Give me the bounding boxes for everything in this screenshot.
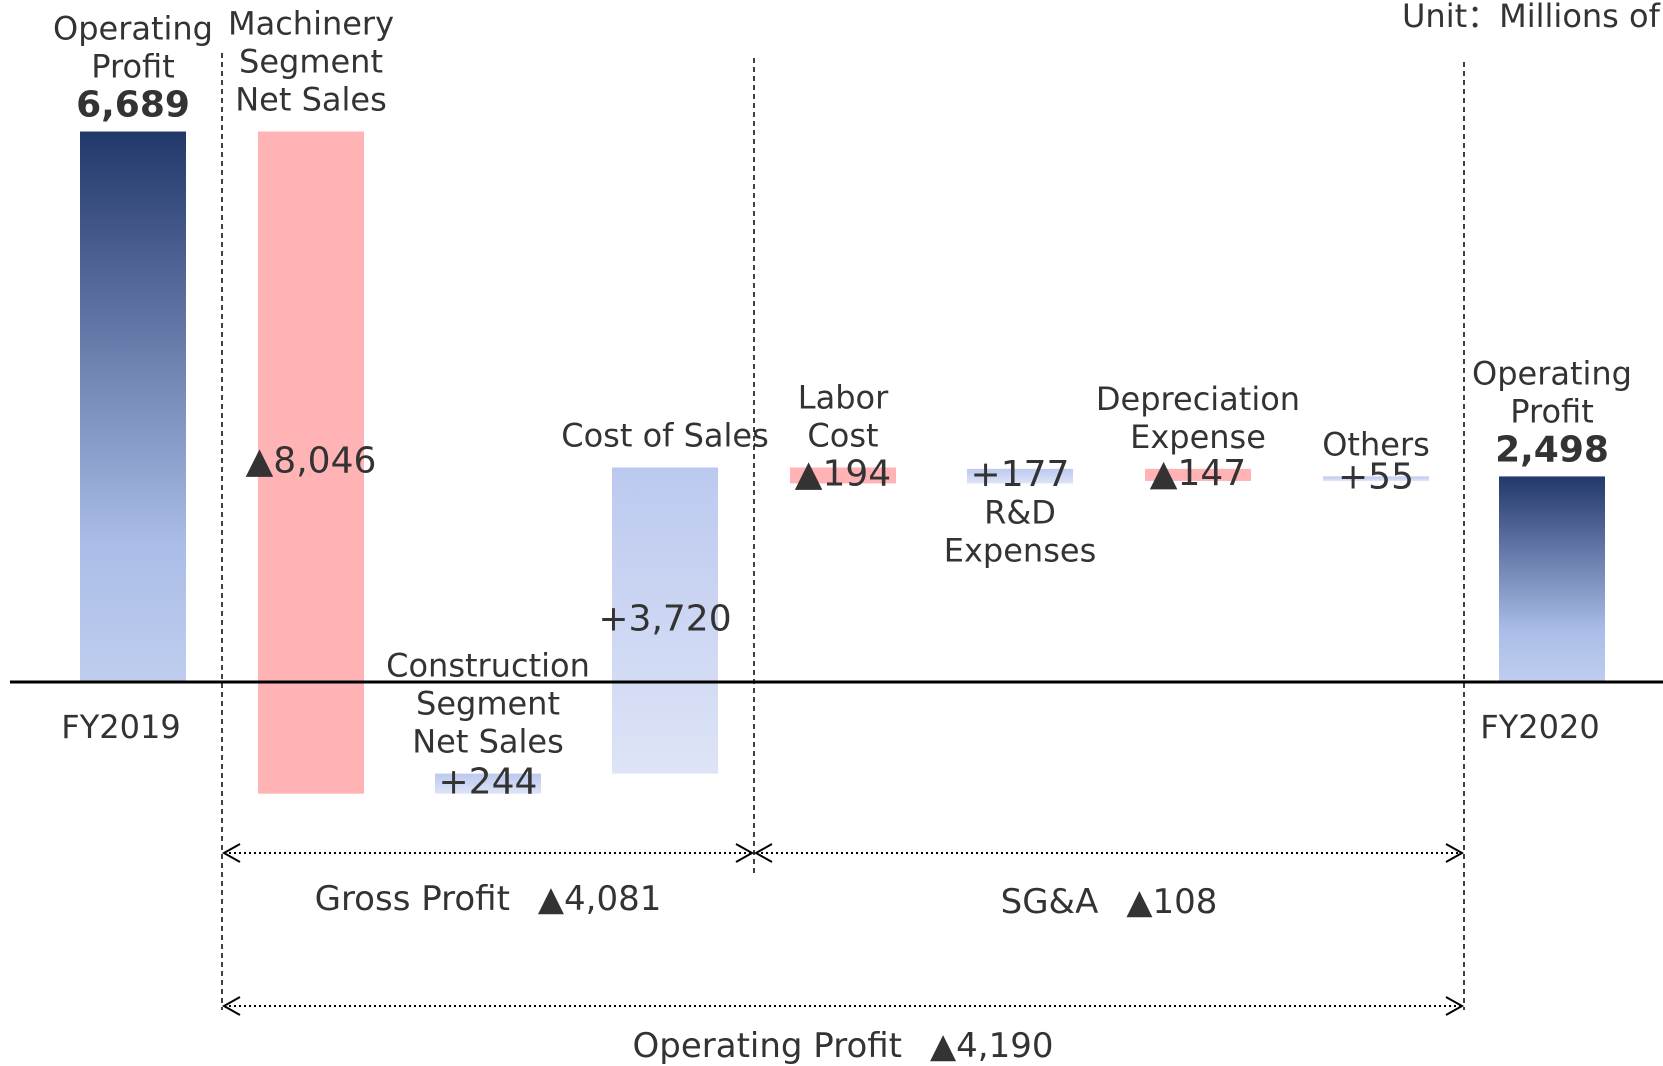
category-label: Operating Profit bbox=[1472, 354, 1632, 430]
value-label: ▲147 bbox=[1150, 453, 1246, 494]
value-label: +55 bbox=[1338, 457, 1414, 498]
period-label: FY2020 bbox=[1480, 708, 1599, 746]
category-label: Operating Profit bbox=[53, 10, 213, 86]
bracket-arrow bbox=[1445, 843, 1465, 863]
period-label: FY2019 bbox=[61, 708, 180, 746]
bar bbox=[1323, 476, 1429, 481]
bracket-name: Operating Profit bbox=[633, 1026, 902, 1066]
unit-label: Unit：Millions of yen bbox=[1402, 0, 1663, 35]
bar bbox=[80, 131, 186, 682]
bar bbox=[790, 467, 896, 484]
category-label: Cost of Sales bbox=[561, 416, 769, 454]
category-label: Depreciation Expense bbox=[1096, 380, 1300, 456]
value-label: +177 bbox=[971, 454, 1070, 495]
bar bbox=[1499, 476, 1605, 682]
bracket-label: SG&A ▲108 bbox=[1001, 882, 1218, 922]
category-label: Others bbox=[1322, 425, 1430, 463]
bracket-value: ▲4,081 bbox=[538, 879, 661, 919]
bracket-arrow bbox=[753, 843, 773, 863]
value-label: ▲194 bbox=[795, 453, 891, 494]
bracket-name: SG&A bbox=[1001, 882, 1099, 922]
bracket-value: ▲108 bbox=[1126, 882, 1217, 922]
bracket-arrow bbox=[735, 843, 755, 863]
bar bbox=[1145, 468, 1251, 481]
bracket-arrow bbox=[1445, 996, 1465, 1016]
value-label: 6,689 bbox=[76, 85, 190, 126]
value-label: ▲8,046 bbox=[246, 441, 377, 482]
bar bbox=[612, 467, 718, 774]
bracket-name: Gross Profit bbox=[315, 879, 510, 919]
category-label: Machinery Segment Net Sales bbox=[228, 5, 394, 119]
bracket-label: Gross Profit ▲4,081 bbox=[315, 879, 662, 919]
bar bbox=[435, 773, 541, 794]
value-label: +244 bbox=[439, 762, 538, 803]
category-label: Construction Segment Net Sales bbox=[386, 647, 590, 761]
bracket-label: Operating Profit ▲4,190 bbox=[633, 1026, 1054, 1066]
value-label: +3,720 bbox=[598, 599, 731, 640]
category-label: R&D Expenses bbox=[944, 493, 1096, 569]
category-label: Labor Cost bbox=[798, 378, 889, 454]
bracket-value: ▲4,190 bbox=[930, 1026, 1053, 1066]
bracket-arrow bbox=[221, 996, 241, 1016]
bracket-arrow bbox=[221, 843, 241, 863]
bar bbox=[967, 468, 1073, 484]
value-label: 2,498 bbox=[1495, 429, 1609, 470]
